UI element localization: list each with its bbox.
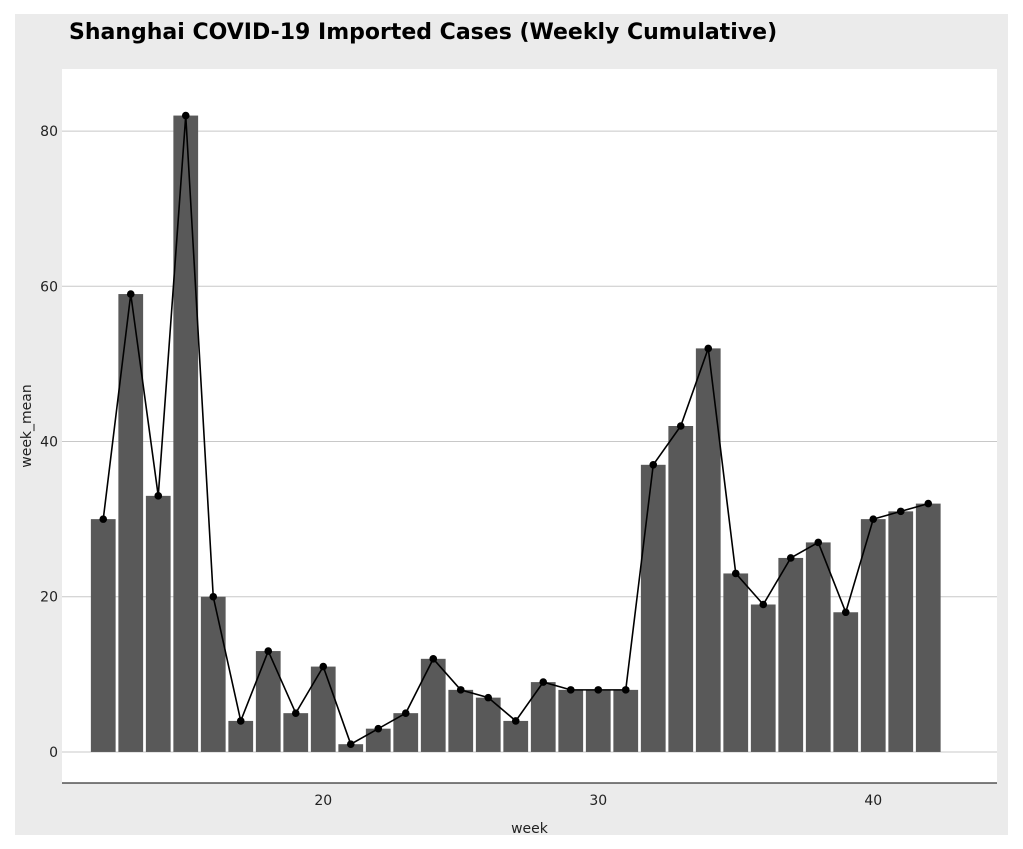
bar	[145, 495, 171, 752]
data-point	[676, 422, 685, 430]
bar	[173, 115, 199, 752]
bar	[393, 713, 419, 752]
bar	[420, 658, 446, 752]
bar	[723, 573, 749, 752]
data-point	[731, 569, 740, 578]
data-point	[264, 647, 273, 655]
data-point	[924, 499, 933, 508]
y-tick-labels: 0 20 40 60 80	[40, 124, 58, 761]
data-point	[594, 686, 603, 694]
data-point	[786, 554, 795, 562]
bar	[833, 612, 859, 752]
bar	[805, 542, 831, 752]
data-point	[566, 686, 575, 694]
data-point	[869, 515, 878, 523]
bar	[860, 519, 886, 752]
data-point	[319, 662, 328, 671]
data-point	[236, 717, 245, 725]
bar	[750, 604, 776, 752]
data-point	[209, 592, 218, 601]
data-point	[539, 678, 548, 686]
data-point	[511, 717, 520, 725]
data-point	[126, 290, 135, 298]
y-tick-label: 40	[40, 435, 58, 451]
data-point	[429, 655, 438, 663]
bar	[475, 697, 501, 752]
bar	[668, 426, 694, 752]
bar	[310, 666, 336, 752]
data-point	[896, 507, 905, 516]
bar	[90, 519, 116, 752]
data-point	[759, 600, 768, 609]
data-point	[99, 515, 108, 523]
bar	[228, 720, 254, 752]
data-point	[841, 608, 850, 617]
bar	[338, 744, 364, 752]
bar	[283, 713, 309, 752]
bar	[200, 596, 226, 752]
chart-title: Shanghai COVID-19 Imported Cases (Weekly…	[69, 20, 778, 45]
data-point	[374, 724, 383, 733]
bar	[503, 720, 529, 752]
data-point	[621, 686, 630, 694]
x-tick-label: 30	[589, 793, 607, 809]
data-point	[484, 693, 493, 702]
data-point	[814, 538, 823, 547]
data-point	[181, 111, 190, 120]
data-point	[649, 461, 658, 469]
bar	[778, 557, 804, 752]
x-tick-label: 40	[864, 793, 882, 809]
y-axis-title: week_mean	[19, 384, 35, 468]
bar	[585, 689, 611, 752]
bar	[118, 294, 144, 752]
y-tick-label: 80	[40, 124, 58, 140]
bar	[695, 348, 721, 752]
bar	[915, 503, 941, 752]
series-points	[99, 111, 933, 748]
x-tick-labels: 20 30 40	[314, 793, 882, 809]
y-tick-label: 60	[40, 279, 58, 295]
bar	[255, 651, 281, 752]
bar	[448, 689, 474, 752]
data-point	[291, 709, 300, 717]
x-axis-title: week	[511, 821, 549, 837]
data-point	[401, 709, 410, 717]
y-tick-label: 0	[49, 745, 58, 761]
bar	[558, 689, 584, 752]
data-point	[154, 492, 163, 500]
bar	[365, 728, 391, 752]
data-point	[456, 686, 465, 694]
data-point	[346, 740, 355, 748]
data-point	[704, 344, 713, 353]
x-tick-label: 20	[314, 793, 332, 809]
bar	[888, 511, 914, 752]
bars	[90, 115, 941, 752]
bar	[530, 682, 556, 752]
bar	[640, 464, 666, 752]
y-tick-label: 20	[40, 590, 58, 606]
bar	[613, 689, 639, 752]
